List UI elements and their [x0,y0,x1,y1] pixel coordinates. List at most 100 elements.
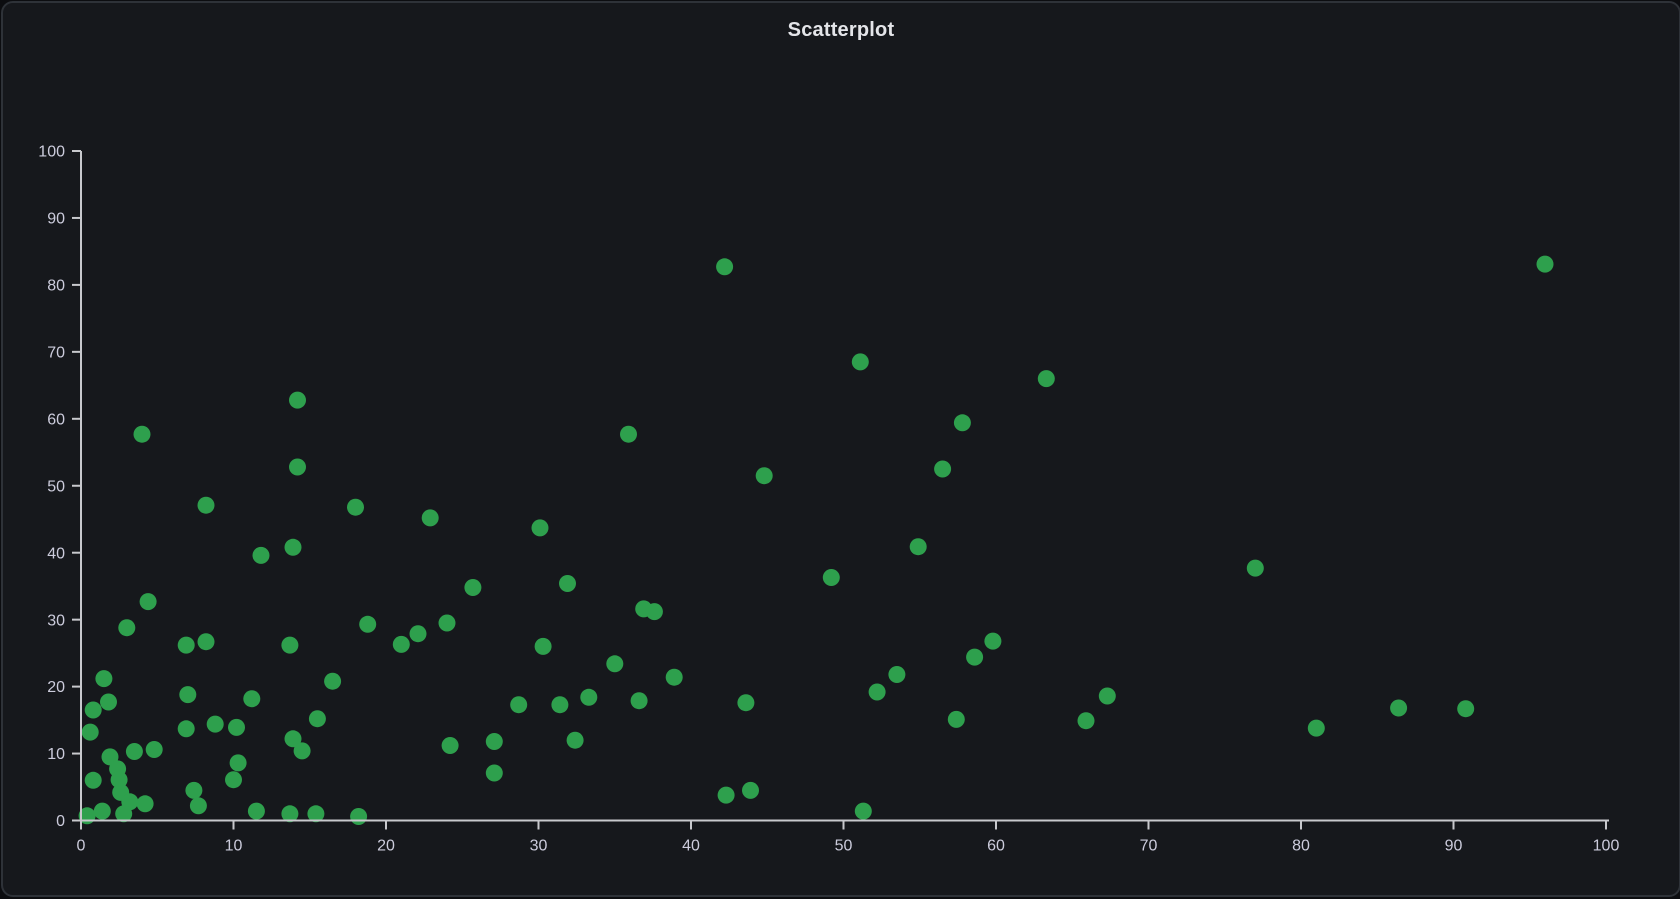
scatter-point[interactable] [350,808,368,825]
scatter-point[interactable] [95,670,113,688]
scatter-point[interactable] [229,754,247,772]
scatter-point[interactable] [438,614,456,632]
scatter-point[interactable] [324,672,342,690]
scatter-point[interactable] [81,723,99,741]
scatter-point[interactable] [189,797,207,815]
scatter-point[interactable] [228,718,245,736]
x-axis-tick-label: 90 [1445,838,1463,855]
scatter-point[interactable] [281,805,299,823]
y-axis-tick-label: 90 [47,211,65,228]
scatter-point[interactable] [100,693,117,711]
scatter-point[interactable] [737,694,755,712]
scatter-point[interactable] [206,715,224,733]
y-axis-tick-label: 0 [56,813,65,830]
scatter-point[interactable] [84,701,102,719]
scatter-point[interactable] [243,690,261,708]
scatter-point[interactable] [510,696,528,714]
scatter-point[interactable] [551,696,569,714]
scatter-point[interactable] [252,546,270,564]
scatter-point[interactable] [179,686,197,704]
scatter-point[interactable] [133,425,151,443]
scatter-point[interactable] [934,460,952,478]
scatter-point[interactable] [485,764,503,782]
scatter-point[interactable] [851,353,869,371]
scatter-point[interactable] [868,683,886,701]
scatter-point[interactable] [580,688,598,706]
scatter-point[interactable] [717,786,735,804]
scatter-point[interactable] [284,538,302,556]
scatter-point[interactable] [284,730,302,748]
scatter-point[interactable] [531,519,549,537]
scatter-point[interactable] [534,637,552,655]
scatter-point[interactable] [984,632,1002,650]
y-axis-tick-label: 10 [47,746,65,763]
scatter-point[interactable] [289,391,306,409]
scatter-point[interactable] [293,742,311,760]
scatter-point[interactable] [145,741,163,758]
scatter-point[interactable] [247,802,265,820]
scatter-point[interactable] [1457,700,1475,718]
scatter-point[interactable] [947,710,965,728]
scatter-point[interactable] [308,710,326,728]
scatter-point[interactable] [606,655,624,673]
scatter-point[interactable] [347,498,364,516]
scatter-point[interactable] [307,805,325,823]
scatter-point[interactable] [185,781,203,799]
scatter-point[interactable] [464,579,482,596]
scatter-point[interactable] [485,733,503,750]
scatter-point[interactable] [281,636,299,654]
scatter-point[interactable] [966,648,984,666]
scatter-point[interactable] [645,603,663,621]
scatter-point[interactable] [115,805,133,823]
scatter-point[interactable] [1077,712,1095,730]
scatter-point[interactable] [392,635,410,653]
scatter-point[interactable] [118,619,136,637]
scatter-point[interactable] [139,593,157,611]
scatter-point[interactable] [225,771,242,789]
page-title: Scatterplot [787,19,895,41]
scatter-point[interactable] [84,771,102,789]
scatter-point[interactable] [1246,559,1264,577]
scatter-point[interactable] [755,467,773,485]
scatter-point[interactable] [566,731,584,749]
scatter-point[interactable] [136,795,154,813]
scatter-point[interactable] [125,743,143,760]
scatter-point[interactable] [888,666,906,683]
scatter-point[interactable] [1098,687,1116,705]
scatter-point[interactable] [559,575,576,592]
scatter-chart[interactable]: 0 10 20 30 40 50 60 70 80 90 100 0 10 20 30 40 50 60 70 80 9… [3,3,1680,899]
scatter-point[interactable] [177,636,195,654]
scatter-point[interactable] [421,509,439,527]
scatter-point[interactable] [359,615,377,633]
scatter-point[interactable] [110,771,128,789]
scatter-point[interactable] [1390,699,1408,717]
scatter-point[interactable] [665,668,683,686]
scatter-point[interactable] [630,692,648,710]
scatter-point[interactable] [409,625,427,643]
scatter-point[interactable] [742,781,759,799]
x-axis-tick-label: 100 [1593,838,1620,855]
scatter-point[interactable] [197,496,215,514]
y-axis-tick-label: 20 [47,679,65,696]
x-axis-tick-label: 30 [530,838,548,855]
scatter-point[interactable] [93,802,111,820]
scatter-point[interactable] [909,538,927,556]
scatter-point[interactable] [177,720,195,738]
scatter-point[interactable] [1037,370,1055,388]
y-axis-tick-label: 40 [47,545,65,562]
x-axis-tick-label: 60 [987,838,1005,855]
x-axis-tick-label: 0 [77,838,86,855]
y-axis-tick-label: 100 [38,144,65,161]
scatter-point[interactable] [620,425,637,443]
scatter-point[interactable] [716,258,734,276]
scatter-plot-area[interactable]: 0 10 20 30 40 50 60 70 80 90 100 0 10 20 30 40 50 60 70 80 9… [3,3,1680,899]
scatter-point[interactable] [953,414,971,432]
scatter-point[interactable] [441,737,459,754]
scatter-point[interactable] [1307,719,1325,737]
scatter-point[interactable] [854,802,872,820]
scatter-point[interactable] [289,458,306,476]
scatter-point[interactable] [197,633,215,651]
scatter-point[interactable] [822,569,840,586]
scatter-point[interactable] [1536,255,1554,273]
